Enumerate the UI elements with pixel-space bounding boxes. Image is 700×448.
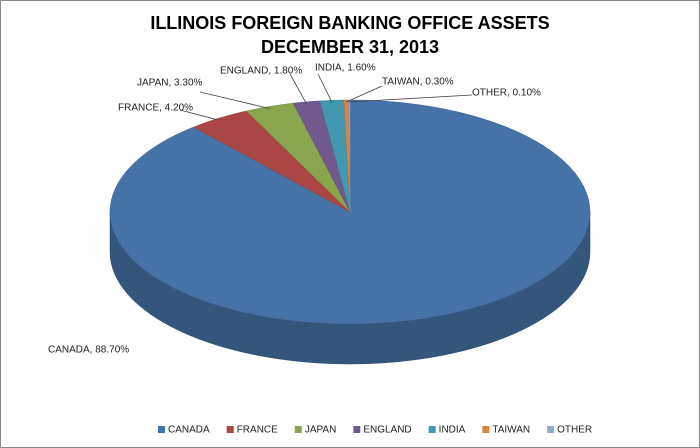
- legend-swatch: [482, 426, 490, 433]
- legend-swatch: [353, 426, 361, 433]
- data-label: TAIWAN, 0.30%: [382, 77, 454, 88]
- leader-line: [346, 85, 383, 103]
- legend-label: JAPAN: [305, 425, 337, 436]
- legend-swatch: [428, 426, 436, 433]
- legend-label: ENGLAND: [363, 425, 411, 436]
- leader-line: [179, 109, 219, 121]
- leader-line: [199, 91, 270, 109]
- legend-label: INDIA: [439, 425, 466, 436]
- data-label: CANADA, 88.70%: [48, 345, 129, 356]
- data-label: OTHER, 0.10%: [472, 88, 541, 99]
- legend-swatch: [294, 426, 302, 433]
- slice: [109, 99, 591, 325]
- legend-label: TAIWAN: [492, 425, 530, 436]
- data-label: FRANCE, 4.20%: [118, 103, 193, 114]
- legend-swatch: [226, 426, 234, 433]
- data-label: JAPAN, 3.30%: [137, 78, 203, 89]
- chart-title: ILLINOIS FOREIGN BANKING OFFICE ASSETS: [150, 13, 549, 33]
- legend-swatch: [547, 426, 555, 433]
- leader-line: [349, 94, 473, 103]
- legend-label: CANADA: [168, 425, 210, 436]
- legend-label: FRANCE: [237, 425, 278, 436]
- legend-label: OTHER: [557, 425, 592, 436]
- legend-swatch: [158, 426, 165, 433]
- data-label: INDIA, 1.60%: [315, 63, 376, 74]
- leader-line: [317, 73, 333, 103]
- data-label: ENGLAND, 1.80%: [220, 66, 302, 77]
- leader-line: [289, 73, 307, 105]
- chart-title: DECEMBER 31, 2013: [261, 37, 439, 57]
